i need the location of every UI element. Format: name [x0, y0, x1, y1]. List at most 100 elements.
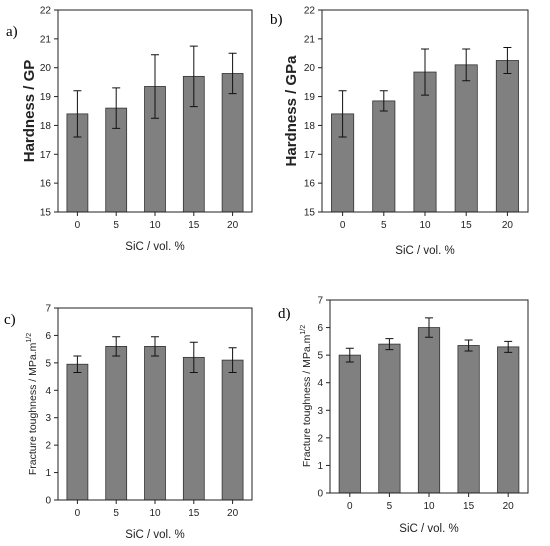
y-tick-label: 4: [45, 386, 51, 397]
y-tick-label: 21: [40, 34, 52, 45]
bar: [66, 363, 89, 501]
y-tick-label: 2: [45, 441, 51, 452]
y-tick-label: 17: [304, 150, 316, 161]
bar: [495, 60, 519, 213]
bar: [221, 73, 244, 213]
y-tick-label: 19: [304, 92, 316, 103]
y-tick-label: 15: [304, 208, 316, 219]
bar: [417, 327, 441, 494]
y-tick-label: 17: [40, 150, 52, 161]
error-bar: [464, 339, 473, 352]
error-bar: [189, 45, 198, 108]
y-tick-label: 2: [317, 433, 323, 444]
x-tick-label: 20: [227, 220, 239, 231]
panel-label: c): [4, 312, 16, 328]
x-tick-label: 10: [419, 220, 431, 231]
y-tick-label: 6: [317, 323, 323, 334]
panel-d: 0 1 2 3 4 5 6 7 0 5 10 15 20 SiC / vol. % Fracture tou…: [278, 296, 529, 535]
x-tick-label: 5: [113, 508, 119, 519]
error-bar: [112, 87, 121, 129]
error-bar: [379, 90, 388, 112]
x-tick-label: 15: [188, 508, 200, 519]
x-tick-label: 15: [463, 501, 475, 512]
y-tick-label: 20: [304, 63, 316, 74]
bar: [144, 345, 166, 501]
plot-frame: [321, 9, 529, 213]
y-axis-title-superscript: 1/2: [26, 333, 33, 343]
bar: [454, 64, 478, 213]
y-axis-title-superscript: 1/2: [300, 325, 307, 335]
y-tick-label: 22: [304, 6, 316, 17]
error-bar: [73, 90, 82, 138]
bar: [378, 343, 401, 494]
error-bar: [504, 340, 513, 353]
y-tick-label: 7: [45, 304, 51, 315]
error-bar: [112, 336, 121, 357]
error-bar: [503, 47, 512, 74]
bar: [372, 100, 396, 213]
bar: [182, 356, 205, 501]
x-tick-label: 10: [149, 220, 161, 231]
panel-a: 15 16 17 18 19 20 21 22 0 5 10 15 20 SiC / vol. % Hard…: [6, 6, 253, 253]
error-bar: [189, 341, 198, 373]
x-tick-label: 0: [347, 501, 353, 512]
x-tick-label: 20: [503, 501, 515, 512]
panel-label: d): [278, 306, 291, 322]
y-tick-label: 4: [317, 378, 323, 389]
y-tick-label: 1: [45, 468, 51, 479]
x-tick-label: 5: [381, 220, 387, 231]
y-tick-label: 7: [317, 296, 323, 307]
plot-frame: [329, 299, 529, 494]
x-tick-label: 15: [188, 220, 200, 231]
bar: [221, 359, 244, 501]
y-tick-label: 1: [317, 461, 323, 472]
x-tick-label: 15: [461, 220, 473, 231]
panel-b: 15 16 17 18 19 20 21 22 0 5 10 15 20 SiC / vol. % Hard…: [270, 6, 529, 257]
error-bar: [345, 347, 354, 363]
bar: [105, 345, 128, 501]
error-bar: [338, 90, 347, 138]
y-tick-label: 0: [45, 496, 51, 507]
y-axis-title-main: Hardness / GPa: [283, 55, 300, 167]
x-tick-label: 20: [502, 220, 514, 231]
error-bar: [228, 52, 237, 95]
y-axis-title-main: Hardness / GP: [21, 60, 38, 163]
y-tick-label: 6: [45, 331, 51, 342]
error-bar: [151, 54, 159, 119]
y-axis-title-main: Fracture toughness / MPa.m: [27, 342, 39, 475]
x-tick-label: 20: [227, 508, 239, 519]
y-tick-label: 5: [45, 358, 51, 369]
y-tick-label: 19: [40, 92, 52, 103]
error-bar: [421, 48, 429, 96]
y-tick-label: 15: [40, 208, 52, 219]
y-tick-label: 21: [304, 34, 316, 45]
y-tick-label: 3: [317, 406, 323, 417]
y-tick-label: 22: [40, 6, 52, 17]
y-axis-title: Fracture toughness / MPa.m1/2: [26, 333, 39, 475]
x-tick-label: 5: [387, 501, 393, 512]
error-bar: [385, 338, 394, 351]
x-axis-title: SiC / vol. %: [399, 523, 458, 535]
y-axis-title: Hardness / GPa: [283, 55, 300, 167]
bar: [338, 354, 361, 494]
y-tick-label: 16: [40, 179, 52, 190]
error-bar: [462, 48, 471, 82]
y-tick-label: 3: [45, 413, 51, 424]
plot-frame: [57, 9, 253, 213]
y-tick-label: 5: [317, 351, 323, 362]
y-tick-label: 18: [304, 121, 316, 132]
plot-frame: [57, 307, 253, 501]
error-bar: [151, 336, 159, 357]
x-axis-title: SiC / vol. %: [395, 245, 454, 257]
error-bar: [425, 317, 433, 338]
bar: [457, 345, 480, 494]
panel-label: b): [270, 12, 283, 28]
y-axis-title: Fracture toughness / MPa.m1/2: [300, 325, 313, 467]
panel-label: a): [6, 24, 18, 40]
x-tick-label: 0: [340, 220, 346, 231]
error-bar: [73, 355, 82, 373]
x-tick-label: 0: [75, 220, 81, 231]
x-axis-title: SiC / vol. %: [125, 529, 184, 541]
y-tick-label: 0: [317, 489, 323, 500]
